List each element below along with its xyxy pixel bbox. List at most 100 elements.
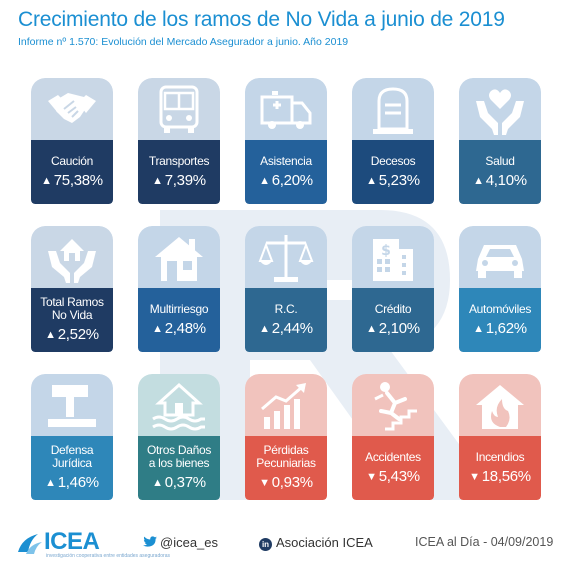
down-arrow-icon: ▼ [259, 477, 270, 489]
card-name: R.C. [274, 301, 298, 316]
card-icon-area [31, 78, 113, 140]
up-arrow-icon: ▲ [259, 322, 270, 335]
card-name-line-1: Otros Daños [146, 443, 212, 457]
card-value: ▼ 18,56% [469, 467, 531, 485]
card-value: ▲ 4,10% [473, 171, 527, 189]
down-arrow-icon: ▼ [469, 470, 480, 483]
card-name: Accidentes [365, 449, 421, 464]
card-salud: Salud ▲ 4,10% [459, 78, 541, 204]
card-icon-area: $ [352, 226, 434, 288]
card-name: Caución [51, 153, 93, 168]
card-name: Decesos [370, 153, 416, 168]
card-icon-area [138, 226, 220, 288]
hands-house-icon [48, 239, 96, 283]
bank-building-icon: $ [373, 239, 413, 281]
up-arrow-icon: ▲ [152, 174, 163, 187]
card-perdidas-pecuniarias: Pérdidas Pecuniarias ▼ 0,93% [245, 374, 327, 500]
card-value: ▲ 5,23% [366, 171, 420, 189]
card-icon-area [459, 78, 541, 140]
card-name-line-1: Pérdidas [263, 443, 309, 457]
tombstone-icon [373, 87, 413, 134]
hands-heart-icon [476, 89, 524, 135]
card-icon-area [352, 78, 434, 140]
up-arrow-icon: ▲ [366, 174, 377, 187]
card-value: ▲ 75,38% [41, 171, 103, 189]
card-credito: $ Crédito ▲ 2,10% [352, 226, 434, 352]
card-name: Salud [485, 153, 515, 168]
card-otros-danos: Otros Daños a los bienes ▲ 0,37% [138, 374, 220, 500]
ambulance-icon [260, 91, 312, 129]
card-name: Multirriesgo [149, 301, 209, 316]
card-automoviles: Automóviles ▲ 1,62% [459, 226, 541, 352]
card-value: ▲ 1,46% [45, 474, 99, 491]
card-label-area: Transportes ▲ 7,39% [138, 140, 220, 204]
card-total-ramos-no-vida: Total Ramos No Vida ▲ 2,52% [31, 226, 113, 352]
card-value: ▼ 5,43% [366, 467, 420, 485]
card-grid: Caución ▲ 75,38% Transportes ▲ 7,39% [31, 78, 541, 508]
card-label-area: Crédito ▲ 2,10% [352, 288, 434, 352]
card-decesos: Decesos ▲ 5,23% [352, 78, 434, 204]
card-value: ▲ 0,37% [152, 474, 206, 491]
icea-logo-tagline: investigación cooperativa entre entidade… [46, 553, 170, 559]
card-label-area: Pérdidas Pecuniarias ▼ 0,93% [245, 436, 327, 500]
up-arrow-icon: ▲ [473, 174, 484, 187]
linkedin-icon: in [259, 538, 272, 551]
footer-date: ICEA al Día - 04/09/2019 [415, 535, 554, 549]
scales-icon [258, 235, 314, 282]
up-arrow-icon: ▲ [45, 477, 56, 489]
card-name: Asistencia [260, 153, 312, 168]
card-name-line-2: Jurídica [52, 456, 92, 470]
card-icon-area [31, 374, 113, 436]
card-icon-area [138, 78, 220, 140]
card-rc: R.C. ▲ 2,44% [245, 226, 327, 352]
footer: ICEA investigación cooperativa entre ent… [0, 526, 567, 562]
gavel-icon [48, 385, 96, 427]
card-icon-area [138, 374, 220, 436]
card-accidentes: Accidentes ▼ 5,43% [352, 374, 434, 500]
car-icon [476, 245, 524, 278]
card-incendios: Incendios ▼ 18,56% [459, 374, 541, 500]
card-icon-area [245, 78, 327, 140]
up-arrow-icon: ▲ [41, 174, 52, 187]
card-name: Crédito [374, 301, 412, 316]
card-value: ▲ 2,52% [45, 326, 99, 343]
up-arrow-icon: ▲ [473, 322, 484, 335]
card-icon-area [245, 374, 327, 436]
house-icon [155, 237, 203, 281]
bus-icon [159, 85, 199, 133]
card-icon-area [352, 374, 434, 436]
svg-text:$: $ [381, 243, 391, 259]
card-label-area: Salud ▲ 4,10% [459, 140, 541, 204]
icea-logo-icon [18, 534, 42, 554]
card-name-line-2: Pecuniarias [256, 456, 316, 470]
card-value: ▲ 1,62% [473, 319, 527, 337]
card-label-area: Asistencia ▲ 6,20% [245, 140, 327, 204]
down-arrow-icon: ▼ [366, 470, 377, 483]
twitter-link[interactable]: @icea_es [143, 535, 218, 550]
twitter-handle: @icea_es [160, 535, 219, 550]
card-label-area: Automóviles ▲ 1,62% [459, 288, 541, 352]
header: Crecimiento de los ramos de No Vida a ju… [18, 8, 558, 48]
page-subtitle: Informe nº 1.570: Evolución del Mercado … [18, 36, 349, 48]
card-transportes: Transportes ▲ 7,39% [138, 78, 220, 204]
card-label-area: Otros Daños a los bienes ▲ 0,37% [138, 436, 220, 500]
card-label-area: Incendios ▼ 18,56% [459, 436, 541, 500]
linkedin-link[interactable]: in Asociación ICEA [259, 535, 373, 551]
card-name-line-2: No Vida [51, 308, 93, 322]
card-icon-area [459, 226, 541, 288]
card-caucion: Caución ▲ 75,38% [31, 78, 113, 204]
card-value: ▲ 2,10% [366, 319, 420, 337]
twitter-icon [143, 536, 157, 547]
card-label-area: Accidentes ▼ 5,43% [352, 436, 434, 500]
falling-person-icon [374, 382, 417, 431]
up-arrow-icon: ▲ [152, 477, 163, 489]
growth-chart-icon [261, 383, 306, 429]
linkedin-name: Asociación ICEA [276, 535, 373, 550]
card-value: ▲ 6,20% [259, 171, 313, 189]
card-name-line-2: a los bienes [148, 456, 210, 470]
up-arrow-icon: ▲ [45, 329, 56, 341]
card-value: ▲ 7,39% [152, 171, 206, 189]
card-label-area: Caución ▲ 75,38% [31, 140, 113, 204]
card-label-area: Total Ramos No Vida ▲ 2,52% [31, 288, 113, 352]
card-value: ▼ 0,93% [259, 474, 313, 491]
